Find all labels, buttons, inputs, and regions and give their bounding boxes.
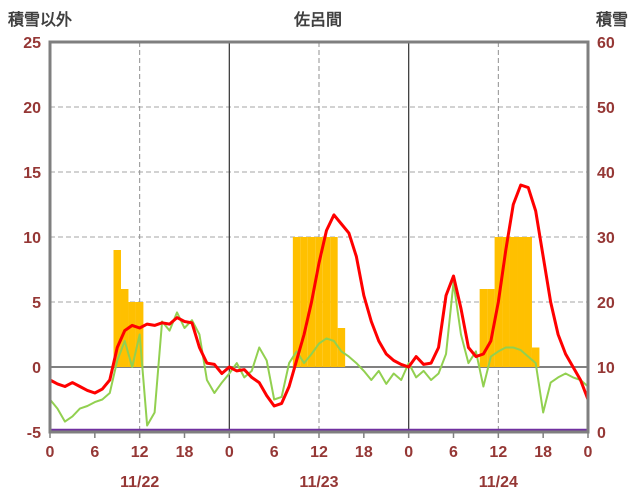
right-axis-tick-label: 40 <box>597 165 615 182</box>
precip-bar <box>487 289 495 367</box>
left-axis-tick-label: 5 <box>32 295 41 312</box>
precip-bar <box>300 237 308 367</box>
plot-frame <box>48 40 590 434</box>
green-series-line <box>49 281 589 427</box>
left-axis-tick-label: 25 <box>23 35 41 52</box>
precip-bar <box>502 237 510 367</box>
left-axis-tick-label: 0 <box>32 360 41 377</box>
right-axis-tick-label: 30 <box>597 230 615 247</box>
chart-title: 佐呂間 <box>293 12 343 29</box>
x-axis-hour-label: 12 <box>310 444 328 461</box>
precip-bar <box>517 237 525 367</box>
x-axis-hour-label: 6 <box>90 444 99 461</box>
x-axis-hour-label: 18 <box>176 444 194 461</box>
x-axis-hour-label: 12 <box>489 444 507 461</box>
x-axis-hour-label: 0 <box>584 444 593 461</box>
x-axis-date-label: 11/22 <box>120 474 159 491</box>
precip-bar <box>509 237 518 367</box>
x-axis-hour-label: 12 <box>131 444 149 461</box>
precip-bar <box>292 237 301 367</box>
precip-bar <box>113 250 121 367</box>
precip-bar <box>531 347 540 367</box>
precip-bar <box>524 237 532 367</box>
x-axis-hour-label: 18 <box>355 444 373 461</box>
precip-bar <box>322 237 331 367</box>
x-axis-hour-label: 0 <box>225 444 234 461</box>
x-axis-hour-label: 0 <box>404 444 413 461</box>
precip-bar <box>128 302 136 367</box>
x-axis-hour-label: 6 <box>449 444 458 461</box>
right-axis-tick-label: 10 <box>597 360 615 377</box>
precip-bar <box>337 328 346 367</box>
left-axis-tick-label: 10 <box>23 230 41 247</box>
right-axis-tick-label: 50 <box>597 100 615 117</box>
x-axis-hour-label: 0 <box>46 444 55 461</box>
x-axis-date-label: 11/23 <box>299 474 338 491</box>
x-axis-hour-label: 6 <box>270 444 279 461</box>
right-axis-tick-label: 20 <box>597 295 615 312</box>
precip-bar <box>120 289 129 367</box>
right-axis-tick-label: 0 <box>597 425 606 442</box>
precip-bar <box>315 237 323 367</box>
left-axis-tick-label: 15 <box>23 165 41 182</box>
left-axis-tick-label: -5 <box>27 425 41 442</box>
right-axis-title: 積雪 <box>595 12 628 29</box>
left-axis-tick-label: 20 <box>23 100 41 117</box>
right-axis-tick-label: 60 <box>597 35 615 52</box>
x-axis-hour-label: 18 <box>534 444 552 461</box>
red-series-line <box>48 183 590 408</box>
precip-bar <box>330 237 338 367</box>
precip-bar <box>479 289 488 367</box>
left-axis-title: 積雪以外 <box>8 12 73 29</box>
x-axis-date-label: 11/24 <box>479 474 518 491</box>
